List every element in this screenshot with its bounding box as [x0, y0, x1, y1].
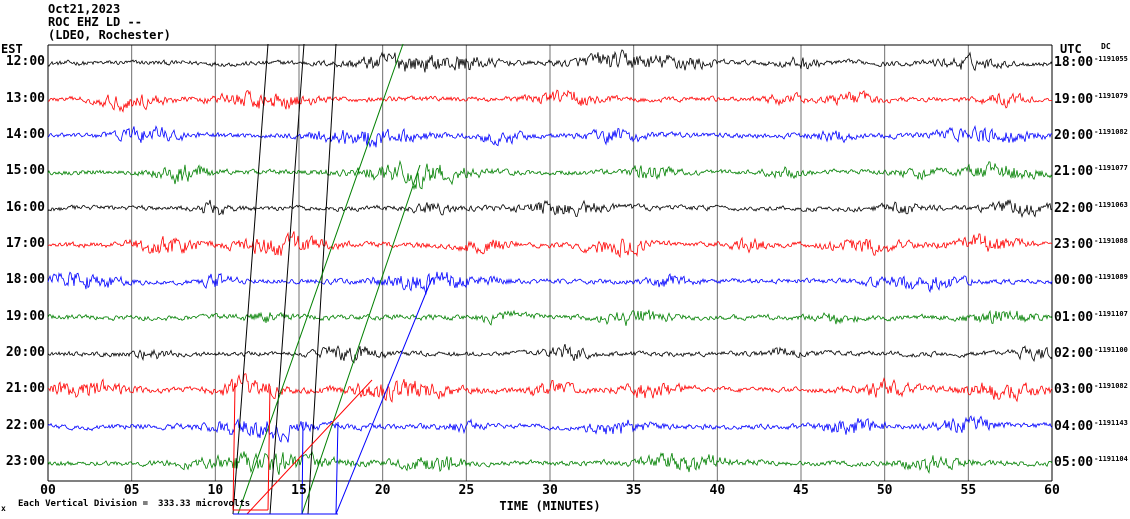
utc-time-text: 22:00 — [1054, 200, 1094, 216]
corner-mark: x — [1, 504, 6, 513]
x-tick-label: 55 — [960, 483, 977, 498]
dc-offset-value: -1191088 — [1094, 236, 1128, 245]
seismogram-trace-19:00 — [47, 309, 1053, 326]
seismogram-trace-20:00 — [47, 343, 1053, 364]
utc-time-text: 05:00 — [1054, 454, 1094, 470]
seismogram-trace-12:00 — [47, 49, 1053, 73]
utc-time-text: 01:00 — [1054, 309, 1094, 325]
seismogram-trace-13:00 — [47, 89, 1053, 113]
utc-time-label: 22:00-1191063 — [1054, 201, 1128, 217]
x-tick-label: 00 — [40, 483, 56, 498]
utc-time-label: 02:00-1191100 — [1054, 346, 1128, 362]
utc-time-label: 21:00-1191077 — [1054, 164, 1128, 180]
dc-offset-value: -1191082 — [1094, 127, 1128, 136]
event-line — [267, 385, 271, 511]
utc-time-text: 18:00 — [1054, 55, 1094, 71]
dc-offset-value: -1191143 — [1094, 418, 1128, 427]
est-time-label: 18:00 — [5, 272, 45, 288]
est-time-label: 13:00 — [5, 90, 45, 106]
utc-time-label: 00:00-1191089 — [1054, 273, 1128, 289]
est-time-label: 17:00 — [5, 235, 45, 251]
utc-time-text: 02:00 — [1054, 345, 1094, 361]
event-line — [301, 164, 421, 515]
utc-time-text: 00:00 — [1054, 273, 1094, 289]
utc-time-text: 04:00 — [1054, 418, 1094, 434]
seismogram-trace-18:00 — [47, 271, 1053, 295]
x-tick-label: 25 — [458, 483, 475, 498]
utc-time-label: 18:00-1191055 — [1054, 55, 1128, 71]
x-tick-label: 60 — [1044, 483, 1060, 498]
utc-time-label: 05:00-1191104 — [1054, 455, 1128, 471]
date-label: Oct21,2023 — [48, 2, 121, 16]
utc-axis-label: UTC — [1060, 42, 1082, 56]
utc-time-label: 03:00-1191082 — [1054, 382, 1128, 398]
est-axis-label: EST — [1, 42, 23, 56]
scale-note: Each Vertical Division = 333.33 microvolt… — [18, 499, 250, 509]
event-line — [232, 43, 269, 515]
dc-offset-value: -1191055 — [1094, 55, 1128, 64]
x-tick-label: 05 — [123, 483, 140, 498]
utc-time-label: 19:00-1191079 — [1054, 92, 1128, 108]
dc-offset-value: -1191107 — [1094, 309, 1128, 318]
dc-offset-value: -1191079 — [1094, 91, 1128, 100]
utc-time-label: 04:00-1191143 — [1054, 419, 1128, 435]
dc-offset-value: -1191077 — [1094, 164, 1128, 173]
dc-offset-value: -1191063 — [1094, 200, 1128, 209]
est-time-label: 23:00 — [5, 453, 45, 469]
event-line — [232, 385, 236, 511]
utc-time-text: 19:00 — [1054, 91, 1094, 107]
seismogram-trace-17:00 — [47, 231, 1053, 259]
est-time-label: 22:00 — [5, 417, 45, 433]
event-line — [269, 43, 305, 515]
seismogram-trace-14:00 — [47, 124, 1053, 148]
scale-note-text: Each Vertical Division = — [18, 499, 149, 509]
event-line — [237, 43, 404, 515]
network-label: (LDEO, Rochester) — [48, 28, 171, 42]
event-line — [301, 421, 304, 515]
utc-time-text: 23:00 — [1054, 236, 1094, 252]
est-time-label: 12:00 — [5, 54, 45, 70]
seismogram-trace-21:00 — [47, 373, 1053, 403]
est-time-label: 15:00 — [5, 163, 45, 179]
seismogram-trace-16:00 — [47, 199, 1053, 218]
event-line — [307, 43, 337, 515]
seismogram-trace-15:00 — [47, 159, 1053, 191]
utc-time-text: 03:00 — [1054, 382, 1094, 398]
seismogram-trace-23:00 — [47, 450, 1053, 475]
dc-axis-label: DC — [1101, 42, 1111, 51]
utc-time-label: 23:00-1191088 — [1054, 237, 1128, 253]
dc-offset-value: -1191089 — [1094, 273, 1128, 282]
utc-time-text: 21:00 — [1054, 164, 1094, 180]
scale-value: 333.33 microvolts — [158, 499, 251, 509]
est-time-label: 14:00 — [5, 126, 45, 142]
x-tick-label: 15 — [291, 483, 307, 498]
est-time-label: 16:00 — [5, 199, 45, 215]
event-line — [335, 277, 433, 515]
est-time-label: 21:00 — [5, 381, 45, 397]
dc-offset-value: -1191104 — [1094, 454, 1128, 463]
x-tick-label: 35 — [625, 483, 642, 498]
est-time-label: 19:00 — [5, 308, 45, 324]
x-tick-label: 40 — [709, 483, 726, 498]
utc-time-label: 01:00-1191107 — [1054, 310, 1128, 326]
est-time-label: 20:00 — [5, 344, 45, 360]
utc-time-text: 20:00 — [1054, 127, 1094, 143]
x-tick-label: 10 — [207, 483, 224, 498]
x-axis-title: TIME (MINUTES) — [499, 499, 601, 513]
x-tick-label: 50 — [876, 483, 893, 498]
x-tick-label: 30 — [542, 483, 558, 498]
utc-time-label: 20:00-1191082 — [1054, 128, 1128, 144]
dc-offset-value: -1191100 — [1094, 345, 1128, 354]
seismogram-trace-22:00 — [47, 415, 1053, 443]
x-tick-label: 20 — [374, 483, 391, 498]
event-line — [335, 421, 339, 515]
x-tick-label: 45 — [793, 483, 809, 498]
dc-offset-value: -1191082 — [1094, 382, 1128, 391]
station-label: ROC EHZ LD -- — [48, 15, 142, 29]
